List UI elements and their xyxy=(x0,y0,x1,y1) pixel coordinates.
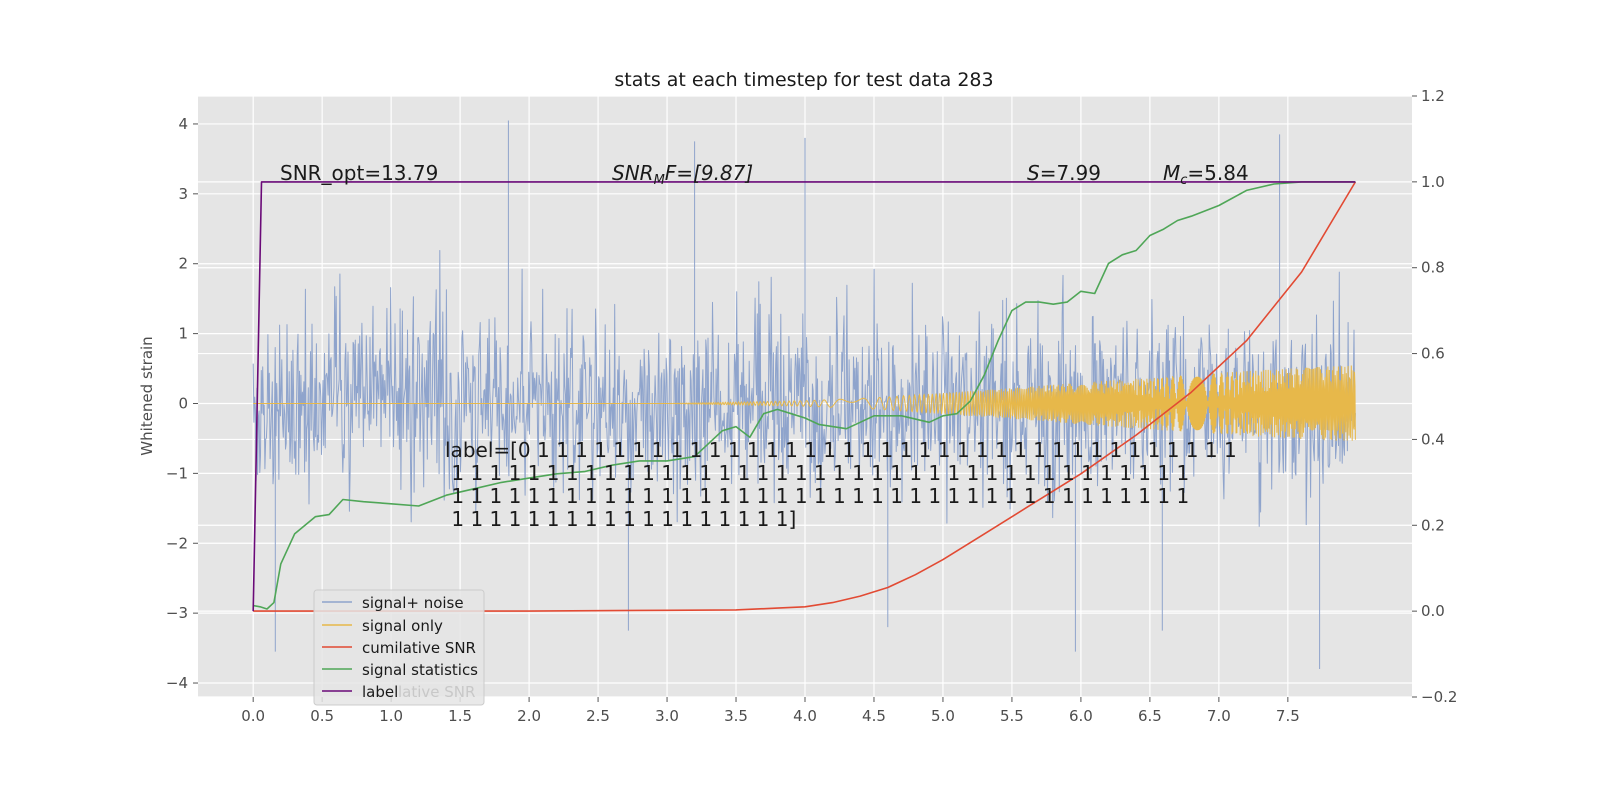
y-tick-label: 4 xyxy=(178,115,188,133)
x-tick-label: 2.5 xyxy=(586,707,610,725)
signal-noise-line xyxy=(252,120,1356,669)
x-tick-label: 7.0 xyxy=(1207,707,1231,725)
signal-only-line xyxy=(253,365,1356,441)
x-tick-label: 5.0 xyxy=(931,707,955,725)
y-tick-label: −2 xyxy=(166,534,188,552)
x-tick-label: 1.0 xyxy=(379,707,403,725)
annotation-mc: Mc=5.84 xyxy=(1163,161,1249,188)
y-axis-left: 4 3 2 1 0 −1 −2 −3 −4 xyxy=(166,115,198,692)
chart-title: stats at each timestep for test data 283 xyxy=(614,69,993,91)
x-tick-label: 1.5 xyxy=(448,707,472,725)
y-tick-label: −3 xyxy=(166,604,188,622)
x-tick-label: 0.5 xyxy=(310,707,334,725)
y-tick-label: 1 xyxy=(178,325,188,343)
x-tick-label: 3.0 xyxy=(655,707,679,725)
legend-label-cumulative-snr: cumilative SNR xyxy=(362,639,476,657)
label-text-line: label=[0 1 1 1 1 1 1 1 1 1 1 1 1 1 1 1 1… xyxy=(445,438,1237,462)
y2-tick-label: 0.2 xyxy=(1421,516,1445,534)
legend-label-signal-statistics: signal statistics xyxy=(362,661,478,679)
label-text-line: 1 1 1 1 1 1 1 1 1 1 1 1 1 1 1 1 1 1 1 1 … xyxy=(445,484,1189,508)
legend-label-signal-noise: signal+ noise xyxy=(362,594,464,612)
x-tick-label: 3.5 xyxy=(724,707,748,725)
x-tick-label: 6.0 xyxy=(1069,707,1093,725)
y2-tick-label: 1.0 xyxy=(1421,173,1445,191)
x-tick-label: 2.0 xyxy=(517,707,541,725)
x-tick-label: 4.0 xyxy=(793,707,817,725)
legend-ghost-text: lative SNR xyxy=(398,683,475,701)
label-line xyxy=(252,181,1356,612)
annotation-snr-opt: SNR_opt=13.79 xyxy=(280,161,438,185)
y2-tick-label: 0.4 xyxy=(1421,430,1445,448)
y-tick-label: 0 xyxy=(178,394,188,412)
series-signal-only xyxy=(253,365,1356,441)
label-text-line: 1 1 1 1 1 1 1 1 1 1 1 1 1 1 1 1 1 1 1 1 … xyxy=(445,461,1189,485)
legend-label-label: label xyxy=(362,683,398,701)
y2-tick-label: 0.8 xyxy=(1421,259,1445,277)
legend: lative SNR signal+ noise signal only cum… xyxy=(313,589,485,706)
cumulative-snr-line xyxy=(253,181,1357,612)
y-tick-label: 2 xyxy=(178,255,188,273)
y-tick-label: −1 xyxy=(166,464,188,482)
y-tick-label: 3 xyxy=(178,185,188,203)
label-text-line: 1 1 1 1 1 1 1 1 1 1 1 1 1 1 1 1 1 1] xyxy=(445,507,796,531)
y2-tick-label: −0.2 xyxy=(1421,688,1457,706)
legend-label-signal-only: signal only xyxy=(362,617,443,635)
y2-tick-label: 0.6 xyxy=(1421,345,1445,363)
x-tick-label: 4.5 xyxy=(862,707,886,725)
y-axis-right: 1.2 1.0 0.8 0.6 0.4 0.2 0.0 −0.2 xyxy=(1412,87,1457,706)
x-tick-label: 0.0 xyxy=(241,707,265,725)
x-tick-label: 7.5 xyxy=(1276,707,1300,725)
label-array-text: label=[0 1 1 1 1 1 1 1 1 1 1 1 1 1 1 1 1… xyxy=(445,438,1237,531)
y-axis-label: Whitened strain xyxy=(138,336,156,455)
y-tick-label: −4 xyxy=(166,674,188,692)
x-tick-label: 6.5 xyxy=(1138,707,1162,725)
series-lines xyxy=(252,181,1357,612)
annotation-snr-mf: SNRMF=[9.87] xyxy=(612,161,753,188)
x-tick-label: 5.5 xyxy=(1000,707,1024,725)
signal-statistics-line xyxy=(253,181,1356,610)
series-signal-noise xyxy=(252,120,1356,669)
legend-box xyxy=(313,589,485,706)
annotation-s: S=7.99 xyxy=(1027,161,1101,185)
y2-tick-label: 0.0 xyxy=(1421,602,1445,620)
y2-tick-label: 1.2 xyxy=(1421,87,1445,105)
x-axis: 0.0 0.5 1.0 1.5 2.0 2.5 3.0 3.5 4.0 4.5 5.0 5.5 6.0 6… xyxy=(241,697,1300,725)
